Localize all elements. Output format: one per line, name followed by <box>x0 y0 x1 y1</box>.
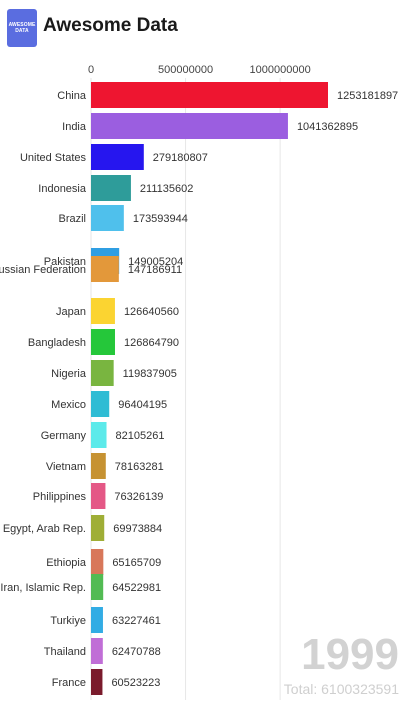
category-label: China <box>57 90 87 102</box>
category-label: Russian Federation <box>0 264 86 276</box>
bar <box>91 453 106 479</box>
bar <box>91 638 103 664</box>
bar <box>91 329 115 355</box>
bar <box>91 82 328 108</box>
value-label: 63227461 <box>112 615 161 627</box>
bar <box>91 298 115 324</box>
bar <box>91 391 110 417</box>
value-label: 149005204 <box>128 256 183 268</box>
bar <box>91 549 104 575</box>
category-label: Iran, Islamic Rep. <box>0 582 86 594</box>
bar <box>91 607 103 633</box>
bar <box>91 574 104 600</box>
value-label: 126640560 <box>124 306 179 318</box>
category-label: Brazil <box>58 213 86 225</box>
value-label: 1041362895 <box>297 121 358 133</box>
page-title: Awesome Data <box>43 15 178 36</box>
bar <box>91 205 124 231</box>
category-label: United States <box>20 152 87 164</box>
value-label: 96404195 <box>118 399 167 411</box>
value-label: 65165709 <box>112 557 161 569</box>
value-label: 279180807 <box>153 152 208 164</box>
value-label: 119837905 <box>123 368 177 380</box>
bar <box>91 360 114 386</box>
brand-logo-text: AWESOME DATA <box>8 22 36 34</box>
category-label: Vietnam <box>46 461 86 473</box>
value-label: 126864790 <box>124 337 179 349</box>
category-label: Pakistan <box>44 256 86 268</box>
category-label: Indonesia <box>38 183 87 195</box>
bar <box>91 515 105 541</box>
category-label: Ethiopia <box>46 557 87 569</box>
x-tick-label: 1000000000 <box>250 64 311 76</box>
total-label: Total: 6100323591 <box>283 681 399 697</box>
value-label: 78163281 <box>115 461 164 473</box>
value-label: 1253181897 <box>337 90 398 102</box>
category-label: Germany <box>41 430 87 442</box>
value-label: 76326139 <box>114 491 163 503</box>
value-label: 69973884 <box>113 523 162 535</box>
bar <box>91 422 107 448</box>
category-label: Egypt, Arab Rep. <box>3 523 86 535</box>
value-label: 147186911 <box>128 264 182 276</box>
value-label: 211135602 <box>140 183 193 195</box>
bar <box>91 256 119 282</box>
category-label: Philippines <box>33 491 87 503</box>
bar <box>91 175 131 201</box>
bar <box>91 113 288 139</box>
category-label: India <box>62 121 87 133</box>
category-label: Japan <box>56 306 86 318</box>
value-label: 62470788 <box>112 646 161 658</box>
x-tick-label: 500000000 <box>158 64 213 76</box>
x-tick-label: 0 <box>88 64 94 76</box>
value-label: 60523223 <box>111 677 160 689</box>
value-label: 64522981 <box>112 582 161 594</box>
value-label: 173593944 <box>133 213 188 225</box>
bar <box>91 483 106 509</box>
category-label: France <box>52 677 86 689</box>
value-label: 82105261 <box>116 430 165 442</box>
category-label: Bangladesh <box>28 337 86 349</box>
category-label: Mexico <box>51 399 86 411</box>
category-label: Nigeria <box>51 368 87 380</box>
category-label: Turkiye <box>50 615 86 627</box>
bar <box>91 669 103 695</box>
bar <box>91 144 144 170</box>
category-label: Thailand <box>44 646 86 658</box>
year-label: 1999 <box>301 630 399 679</box>
brand-logo: AWESOME DATA <box>7 9 37 47</box>
